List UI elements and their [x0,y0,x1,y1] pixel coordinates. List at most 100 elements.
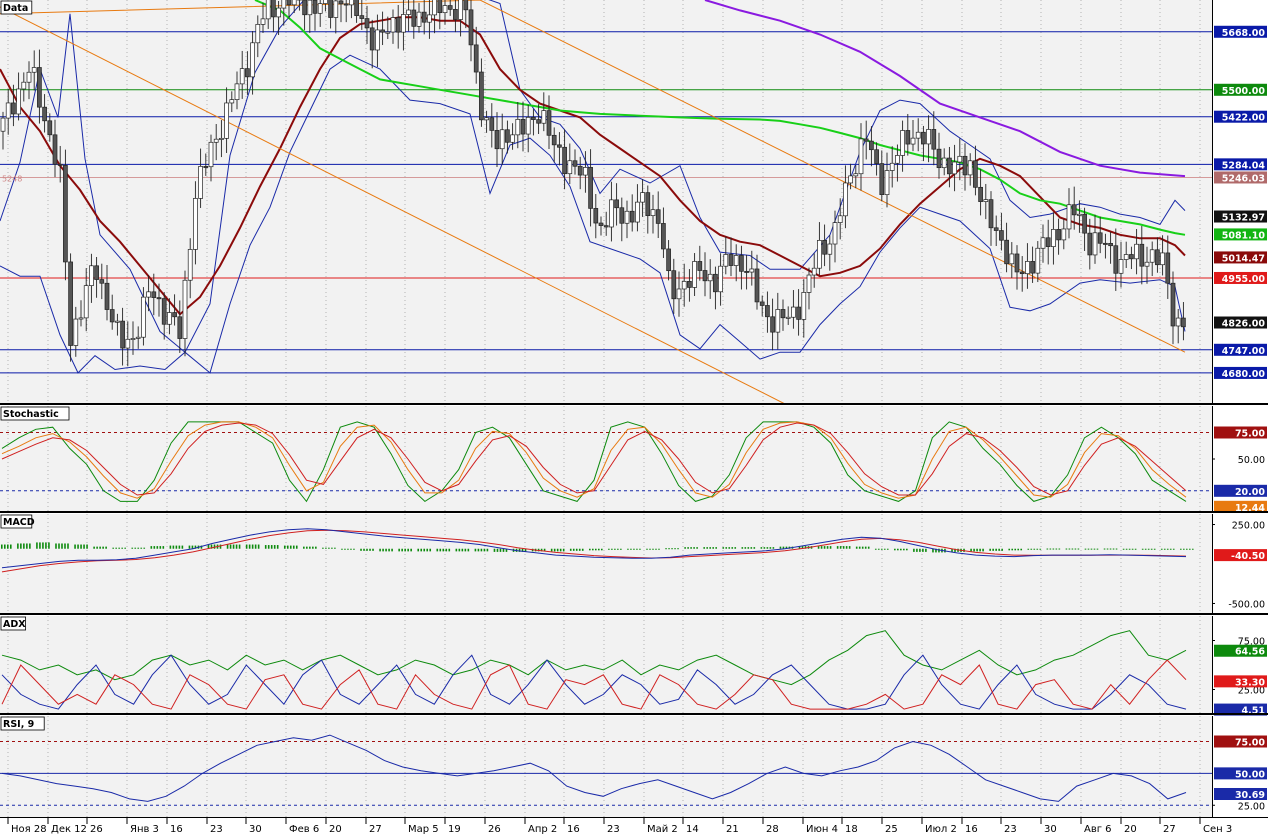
macd-histogram-bar [992,548,994,551]
macd-histogram-bar [848,546,851,549]
value-badge: 4826.00 [1214,316,1267,330]
candle-body [572,160,578,167]
candle-body [1155,249,1160,266]
candle-body [193,198,198,250]
value-badge-bg [1214,675,1267,688]
x-axis-tick-label: 19 [448,824,461,834]
candle-body [489,117,495,131]
macd-histogram-bar [55,543,57,549]
macd-histogram-bar [181,545,184,549]
candle-body [728,254,734,266]
macd-histogram-bar [690,547,692,549]
candle-body [1082,213,1087,234]
stoch-series-1 [1,421,1187,499]
candle-body [567,160,573,175]
macd-histogram-bar [979,548,981,552]
candle-body [16,88,21,115]
candle-body [432,0,437,16]
macd-histogram-bar [598,548,600,551]
macd-histogram-bar [744,547,747,549]
macd-histogram-bar [232,544,235,549]
candle-body [822,240,827,255]
macd-histogram-bar [900,548,902,551]
candle-body [1019,271,1025,275]
x-axis-tick-label: 30 [249,824,262,834]
x-axis-tick-label: Ноя 28 [11,824,47,834]
candle-body [26,71,32,83]
candle-body [68,261,73,346]
macd-histogram-bar [550,548,553,552]
macd-histogram-bar [1112,548,1115,550]
macd-histogram-bar [636,548,638,550]
candle-body [640,192,645,203]
value-badge-text: 50.00 [1235,769,1265,780]
macd-histogram-bar [753,547,756,549]
x-axis-tick-label: 28 [766,824,779,834]
candle-body [307,0,313,16]
macd-histogram-bar [894,548,896,551]
macd-histogram-bar [855,546,858,549]
macd-histogram-bar [36,542,38,549]
macd-histogram-bar [1068,548,1071,550]
macd-histogram-bar [575,548,578,551]
macd-histogram-bar [652,548,654,550]
macd-histogram-bar [213,544,216,549]
candle-body [99,279,105,284]
macd-histogram-bar [1001,548,1003,551]
macd-histogram-bar [159,546,162,549]
candle-body [796,306,801,320]
macd-histogram-bar [553,548,556,552]
value-badge-text: 33.30 [1235,677,1265,688]
macd-histogram-bar [442,548,445,552]
candle-body [973,160,978,188]
macd-histogram-bar [1058,548,1061,550]
candle-body [234,83,240,101]
macd-histogram-bar [286,545,289,549]
candle-body [286,0,292,6]
macd-histogram-bar [611,548,613,550]
candle-body [198,166,203,199]
candle-body [588,167,593,209]
macd-histogram-bar [188,545,191,549]
macd-histogram-bar [750,547,753,549]
candle-body [291,0,297,6]
macd-histogram-bar [572,548,575,551]
macd-histogram-bar [67,543,69,549]
candle-body [52,134,58,165]
candle-body [915,131,921,139]
macd-histogram-bar [248,544,251,549]
value-badge-text: 4.51 [1242,706,1265,717]
macd-histogram-bar [153,546,156,549]
macd-histogram-bar [1090,548,1093,550]
macd-histogram-bar [521,548,524,552]
rsi-line [1,734,1187,802]
candle-body [380,29,385,33]
candle-body [115,320,120,323]
axis-area [1212,0,1268,404]
candle-body [1087,232,1093,256]
macd-histogram-bar [254,544,257,549]
candle-body [749,268,755,273]
panel-title-bg [0,0,33,15]
value-badge-bg [1214,426,1267,439]
candle-body [557,144,562,148]
level-badge: 5246.03 [1214,171,1267,184]
macd-histogram-bar [121,547,123,549]
candle-body [73,318,79,346]
macd-histogram-bar [798,546,801,549]
macd-histogram-bar [1122,548,1125,550]
macd-histogram-bar [741,547,744,549]
candle-body [1170,282,1176,327]
candle-body [1014,253,1020,273]
macd-histogram-bar [877,548,880,550]
candle-body [89,265,94,286]
macd-histogram-bar [363,548,365,551]
macd-histogram-bar [858,546,861,549]
x-axis-tick-label: 26 [488,824,501,834]
candle-body [619,207,625,224]
price-series-6 [0,6,786,404]
candle-body [655,209,661,224]
candle-body [666,248,671,272]
macd-histogram-bar [64,543,66,549]
candle-body [94,265,99,280]
